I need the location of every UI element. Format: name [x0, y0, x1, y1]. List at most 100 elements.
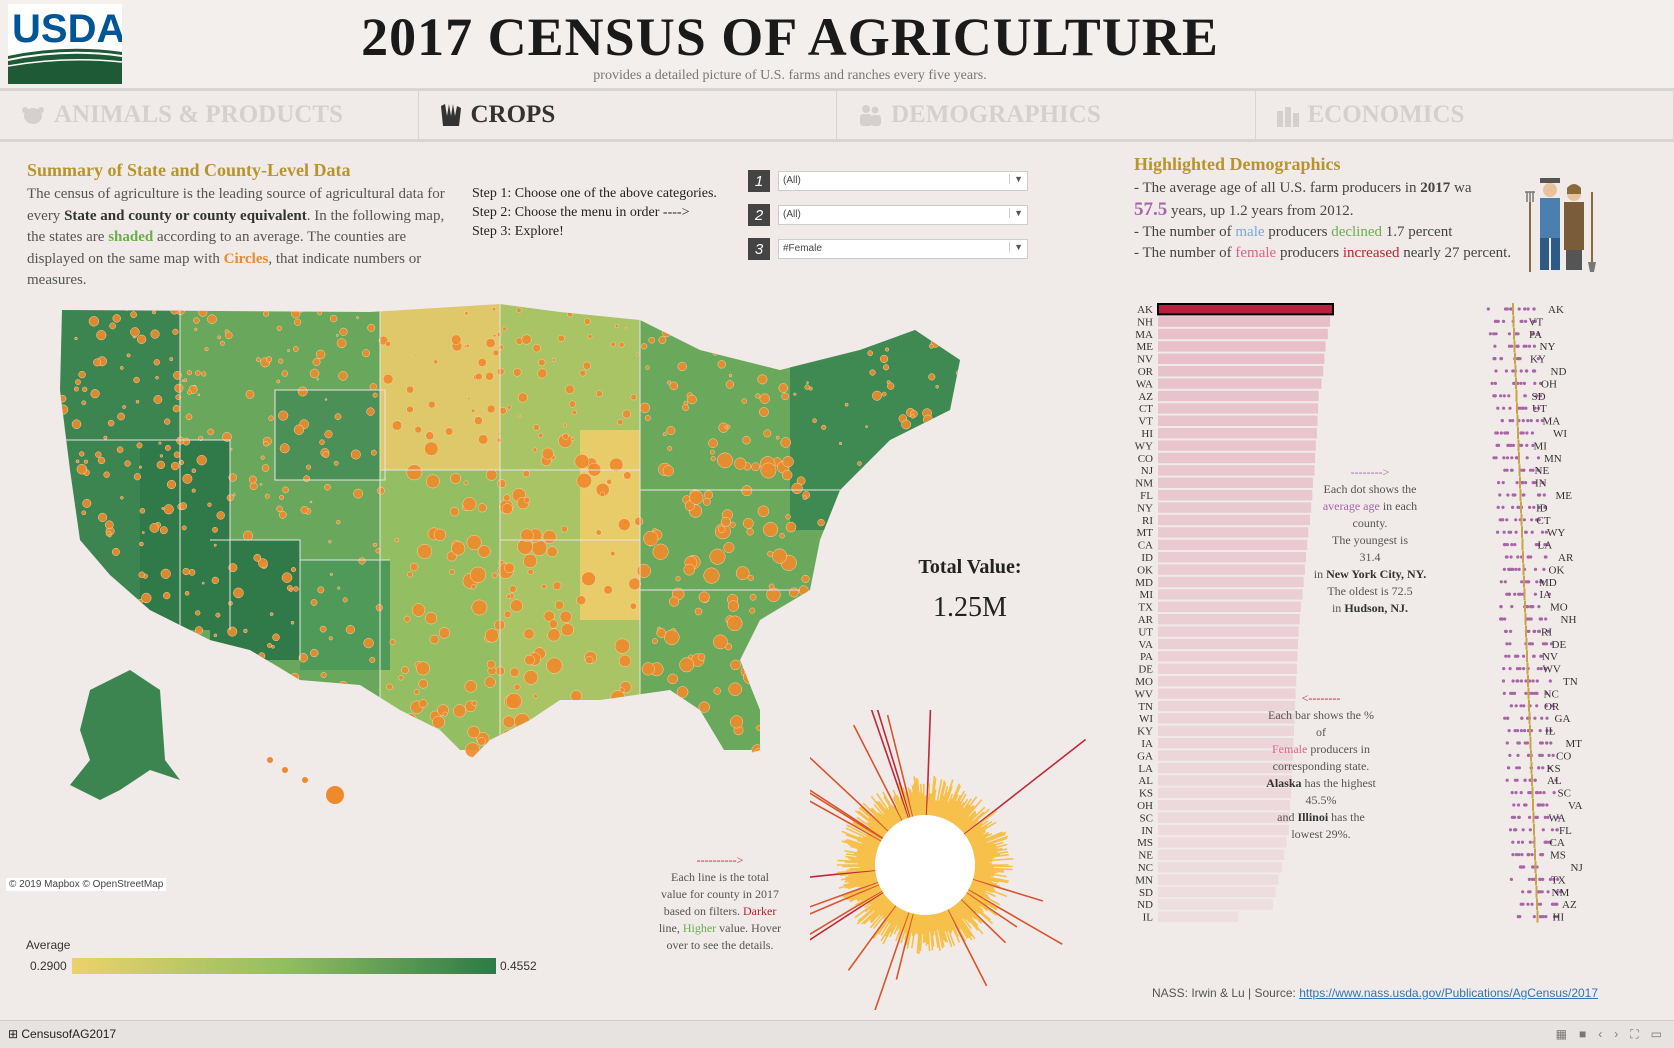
county-line[interactable]: [877, 906, 898, 935]
county-circle[interactable]: [610, 341, 616, 348]
county-circle[interactable]: [438, 737, 451, 749]
county-age-dot[interactable]: [1492, 332, 1496, 336]
county-circle[interactable]: [450, 473, 462, 484]
county-line[interactable]: [951, 906, 972, 937]
county-circle[interactable]: [329, 572, 333, 576]
county-age-dot[interactable]: [1533, 369, 1537, 373]
county-age-dot[interactable]: [1544, 555, 1548, 559]
county-circle[interactable]: [502, 715, 516, 729]
county-circle[interactable]: [786, 327, 795, 336]
county-circle[interactable]: [931, 472, 937, 479]
county-circle[interactable]: [759, 393, 770, 404]
county-circle[interactable]: [406, 385, 414, 394]
county-circle[interactable]: [75, 459, 80, 464]
county-line[interactable]: [866, 821, 885, 837]
county-line[interactable]: [900, 912, 912, 944]
county-age-dot[interactable]: [1525, 580, 1529, 584]
county-circle[interactable]: [337, 586, 341, 590]
county-circle[interactable]: [289, 680, 298, 688]
county-circle[interactable]: [548, 709, 559, 720]
county-line[interactable]: [868, 817, 888, 834]
county-line[interactable]: [907, 787, 916, 817]
county-circle[interactable]: [71, 657, 78, 664]
county-circle[interactable]: [425, 474, 440, 489]
county-line[interactable]: [929, 775, 936, 816]
county-line[interactable]: [810, 869, 876, 889]
county-age-dot[interactable]: [1503, 629, 1508, 633]
county-age-dot[interactable]: [1521, 431, 1525, 435]
county-line[interactable]: [961, 811, 985, 833]
county-line[interactable]: [927, 793, 931, 816]
county-line[interactable]: [934, 913, 944, 949]
county-circle[interactable]: [800, 756, 804, 760]
county-circle[interactable]: [955, 403, 961, 410]
county-age-dot[interactable]: [1542, 567, 1546, 571]
county-age-dot[interactable]: [1508, 567, 1512, 571]
county-circle[interactable]: [188, 699, 196, 706]
county-circle[interactable]: [576, 595, 587, 606]
county-age-dot[interactable]: [1510, 543, 1514, 547]
county-circle[interactable]: [82, 498, 92, 508]
county-age-dot[interactable]: [1508, 642, 1512, 646]
county-age-dot[interactable]: [1511, 567, 1515, 571]
county-line[interactable]: [931, 789, 937, 816]
county-circle[interactable]: [477, 737, 486, 746]
county-circle[interactable]: [782, 469, 793, 481]
county-circle[interactable]: [604, 701, 614, 712]
bar[interactable]: [1158, 713, 1295, 724]
county-age-dot[interactable]: [1554, 902, 1558, 906]
county-circle[interactable]: [433, 528, 447, 541]
county-circle[interactable]: [629, 602, 637, 610]
county-circle[interactable]: [785, 521, 797, 533]
county-line[interactable]: [938, 791, 949, 818]
county-line[interactable]: [845, 827, 881, 845]
county-age-dot[interactable]: [1548, 766, 1552, 770]
county-line[interactable]: [889, 909, 904, 933]
county-circle[interactable]: [763, 429, 772, 438]
county-line[interactable]: [922, 783, 925, 816]
county-circle[interactable]: [614, 638, 630, 654]
county-circle[interactable]: [411, 603, 426, 617]
bar[interactable]: [1158, 589, 1303, 600]
county-age-dot[interactable]: [1537, 766, 1541, 770]
county-circle[interactable]: [59, 394, 67, 403]
county-circle[interactable]: [943, 425, 947, 429]
county-line[interactable]: [911, 914, 918, 949]
county-circle[interactable]: [746, 528, 754, 536]
county-line[interactable]: [871, 807, 892, 829]
county-line[interactable]: [840, 872, 876, 881]
county-circle[interactable]: [791, 482, 803, 495]
county-age-dot[interactable]: [1499, 605, 1503, 609]
county-age-dot[interactable]: [1540, 853, 1544, 857]
county-circle[interactable]: [872, 390, 882, 401]
county-age-dot[interactable]: [1500, 518, 1504, 522]
county-circle[interactable]: [541, 447, 554, 460]
county-line[interactable]: [942, 911, 953, 934]
county-line[interactable]: [848, 871, 876, 877]
county-line[interactable]: [857, 810, 887, 835]
county-age-dot[interactable]: [1517, 815, 1521, 820]
county-age-dot[interactable]: [1533, 592, 1537, 596]
county-line[interactable]: [857, 896, 888, 922]
county-age-dot[interactable]: [1527, 890, 1531, 894]
county-line[interactable]: [887, 806, 900, 824]
county-circle[interactable]: [740, 664, 754, 678]
county-circle[interactable]: [509, 667, 520, 678]
county-circle[interactable]: [166, 699, 177, 710]
county-age-dot[interactable]: [1515, 481, 1519, 485]
county-circle[interactable]: [724, 425, 728, 429]
county-circle[interactable]: [570, 722, 576, 728]
county-circle[interactable]: [651, 638, 658, 645]
county-age-dot[interactable]: [1518, 592, 1523, 596]
county-line[interactable]: [869, 902, 893, 929]
county-circle[interactable]: [391, 420, 403, 431]
county-line[interactable]: [949, 793, 967, 823]
county-age-dot[interactable]: [1519, 369, 1523, 373]
county-circle[interactable]: [484, 676, 496, 688]
county-line[interactable]: [973, 845, 997, 853]
county-line[interactable]: [846, 824, 881, 844]
county-age-dot[interactable]: [1511, 419, 1515, 423]
county-age-dot[interactable]: [1527, 791, 1531, 795]
county-circle[interactable]: [414, 353, 418, 357]
county-circle[interactable]: [166, 479, 177, 490]
